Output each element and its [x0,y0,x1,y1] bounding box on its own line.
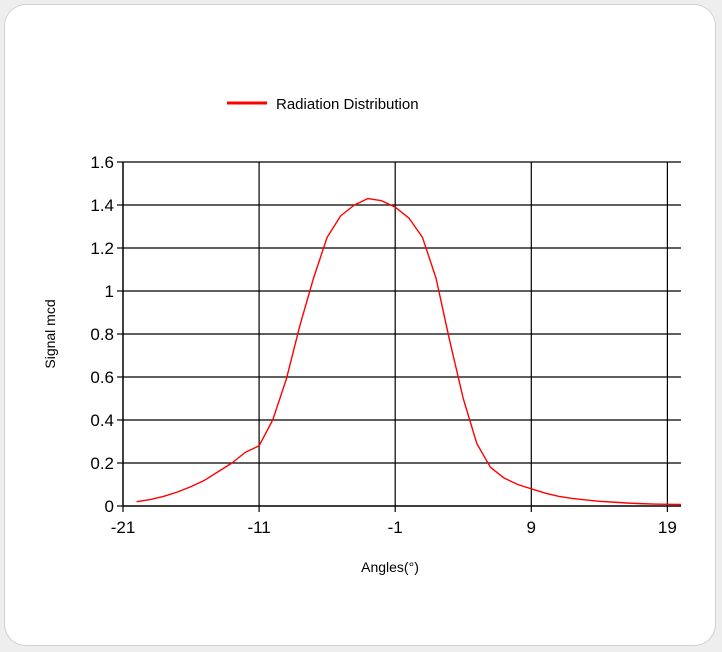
radiation-chart: 0 0.2 0.4 0.6 0.8 1 1.2 1.4 1.6 -21 -11 -1 9 19 Angles… [42,96,682,575]
chart-card: 0 0.2 0.4 0.6 0.8 1 1.2 1.4 1.6 -21 -11 -1 9 19 Angles… [4,4,716,646]
labels-layer: 0 0.2 0.4 0.6 0.8 1 1.2 1.4 1.6 -21 -11 -1 9 19 Angles… [42,153,677,575]
x-tick-label: -21 [111,518,136,537]
x-axis-title: Angles(°) [361,559,419,575]
y-tick-label: 0.4 [90,411,114,430]
axes-layer [117,161,681,512]
x-tick-label: -11 [247,518,270,537]
x-tick-label: 9 [527,518,536,537]
series-line [136,197,682,506]
y-tick-label: 1.4 [90,196,114,215]
y-tick-label: 1.2 [90,239,114,258]
legend: Radiation Distribution [227,96,419,113]
x-tick-label: 19 [658,518,677,537]
grid-layer [123,161,681,506]
y-tick-label: 0.2 [90,454,114,473]
y-tick-label: 0 [105,497,114,516]
legend-label: Radiation Distribution [276,96,419,113]
y-tick-label: 1 [105,282,114,301]
y-tick-label: 0.6 [90,368,114,387]
x-tick-label: -1 [388,518,403,537]
y-tick-label: 0.8 [90,325,114,344]
y-axis-title: Signal mcd [42,299,58,368]
y-tick-label: 1.6 [90,153,114,172]
series-layer [136,197,682,506]
